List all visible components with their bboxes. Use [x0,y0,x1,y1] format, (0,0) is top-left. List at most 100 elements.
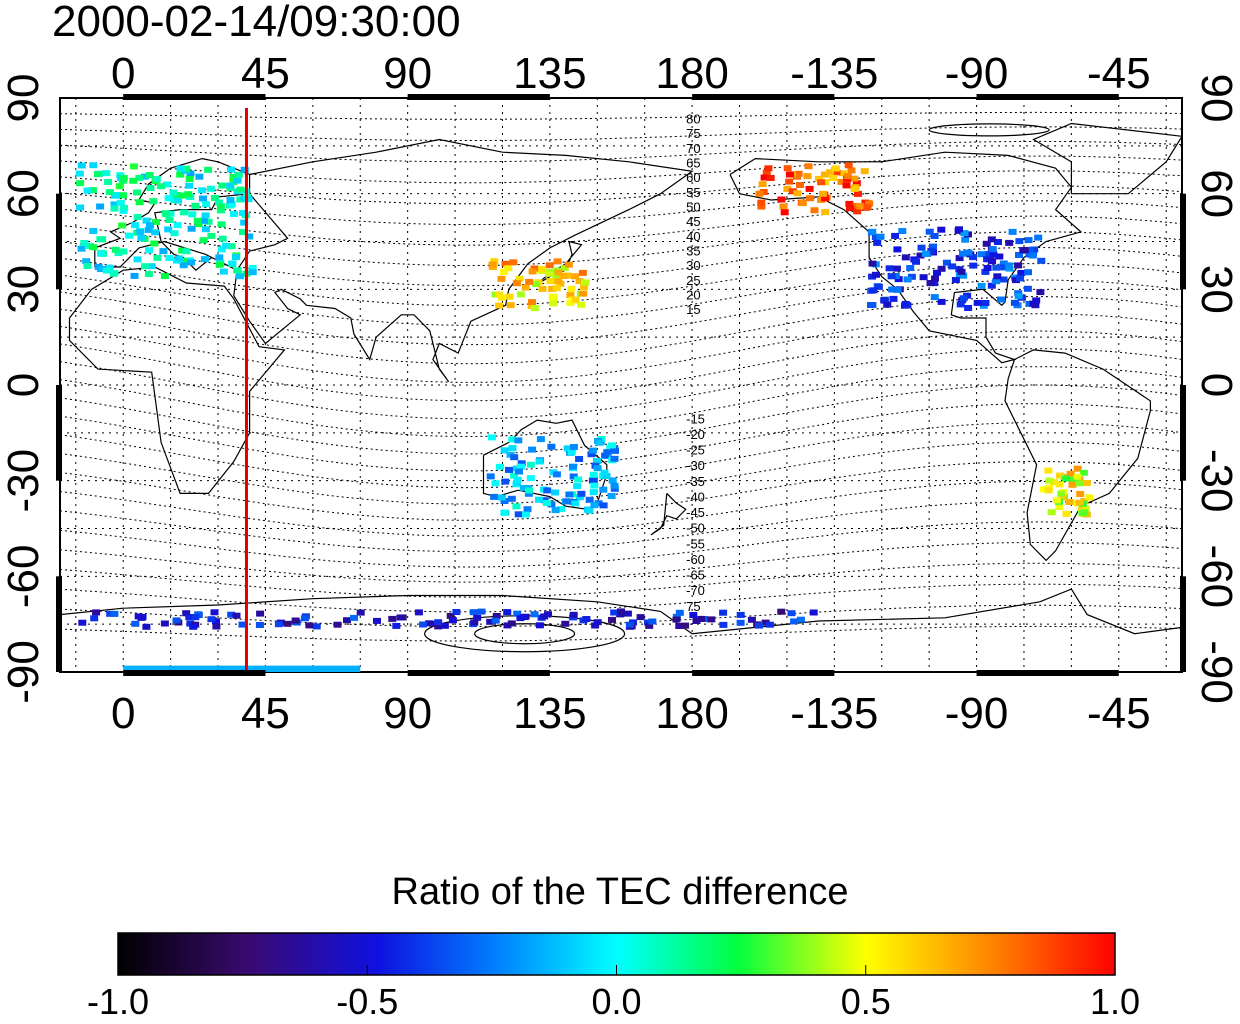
tec-cell [850,175,859,182]
tec-cell [165,254,174,261]
tec-cell [510,472,519,479]
tec-cell [581,279,590,286]
tec-cell [814,175,823,182]
dotted-grid [60,98,1182,672]
tec-cell [373,617,381,624]
tec-cell [215,254,224,261]
tec-cell [200,256,209,263]
y-tick-label: -90 [0,640,48,704]
tec-cell [1049,479,1058,486]
tec-cell [440,622,449,629]
tec-cell [868,260,877,267]
tec-cell [599,502,608,509]
tec-cell [230,211,238,217]
tec-cell [1068,481,1077,488]
tec-cell [883,301,892,308]
tec-cell [131,620,140,627]
tec-cell [887,273,896,280]
tec-cell [244,196,253,203]
tec-cell [785,171,794,178]
tec-cell [1065,499,1074,505]
tec-cell [675,609,684,616]
contour-label: 65 [686,156,700,171]
tec-cell [798,200,807,207]
tec-cell [588,447,597,454]
x-tick-label: 45 [241,689,290,738]
tec-cell [644,619,652,626]
tec-cell [198,187,207,194]
tec-cell [176,165,185,172]
tec-cell [185,176,194,182]
tec-cell [548,285,557,292]
tec-cell [141,263,150,270]
tec-cell [248,269,257,276]
tec-cell [161,210,170,217]
tec-cell [580,283,589,290]
tec-cell [806,195,815,202]
tec-cell [1039,486,1048,493]
tec-cell [973,299,982,306]
tec-cell [532,281,540,287]
contour-label: -50 [686,521,705,536]
tec-cell [1082,480,1091,486]
tec-cell [517,460,526,467]
tec-cell [1034,234,1043,241]
tec-cell [804,163,813,170]
tec-cell [595,439,604,446]
tec-cell [577,301,586,308]
tec-cell [585,507,594,514]
tec-cell [557,506,565,513]
tec-cell [919,274,928,281]
tec-cell [575,494,584,501]
tec-cell [207,232,216,239]
tec-cell [1069,477,1078,483]
tec-cell [847,167,856,174]
tec-cell [574,476,583,483]
tec-cell [566,299,575,306]
contour-label: -30 [686,458,705,473]
tec-cell [172,617,181,624]
contour-label: -45 [686,505,705,520]
tec-cell [164,195,173,202]
tec-cell [929,243,937,250]
tec-cell [984,251,993,258]
contour-label: 30 [686,258,700,273]
tec-cell [872,271,880,278]
tec-cell [516,291,525,298]
tec-cell [452,609,461,615]
tec-cell [145,172,154,178]
tec-cell [513,610,522,617]
tec-cell [552,285,561,292]
tec-cell [96,236,105,243]
tec-cell [820,171,829,178]
tec-cell [1044,467,1053,474]
tec-cell [234,171,243,178]
tec-cell [396,614,405,621]
tec-cell [707,616,716,623]
tec-cell [1015,238,1024,245]
y-tick-label: 90 [1192,74,1240,123]
tec-cell [491,617,500,624]
tec-cell [535,622,544,629]
tec-cell [392,622,401,629]
tec-cell [636,614,645,621]
tec-cell [152,219,160,225]
tec-cell [149,198,158,205]
contour-label: 55 [686,185,700,200]
contour-label: 25 [686,273,700,288]
tec-cell [135,199,144,206]
tec-cell [1032,297,1041,304]
tec-cell [1044,487,1053,494]
y-tick-label: -30 [0,449,48,513]
x-tick-label: -90 [945,49,1009,98]
tec-cell [228,260,237,267]
contour-label: -20 [686,427,705,442]
tec-cell [1075,499,1084,506]
tec-cell [593,465,602,472]
tec-cell [988,246,997,253]
tec-cell [977,251,986,258]
tec-cell [227,243,236,250]
tec-cell [89,162,98,169]
tec-cell [528,446,537,453]
